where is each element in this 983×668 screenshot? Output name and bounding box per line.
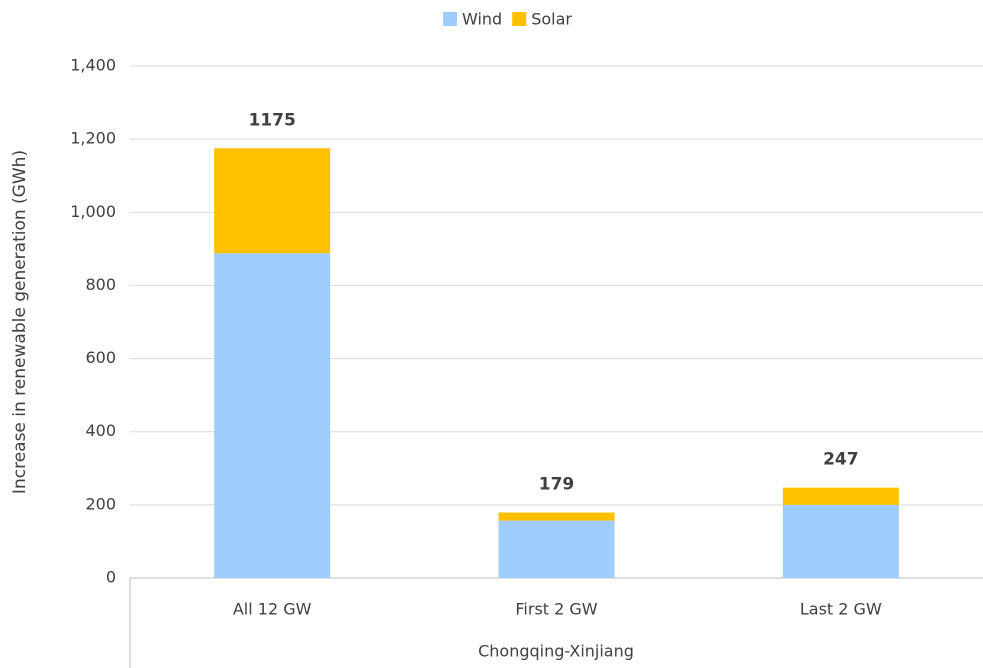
- bar-segment: [782, 487, 899, 505]
- total-label: 247: [823, 450, 859, 470]
- y-tick-label: 400: [85, 421, 116, 440]
- group-label: Chongqing-Xinjiang: [478, 642, 634, 661]
- bar-segment: [498, 512, 615, 521]
- legend-label: Solar: [531, 10, 572, 29]
- y-tick-label: 1,000: [70, 202, 116, 221]
- y-axis-label: Increase in renewable generation (GWh): [10, 150, 30, 494]
- x-tick-label: Last 2 GW: [800, 600, 882, 619]
- x-tick-label: First 2 GW: [515, 600, 597, 619]
- bar-segment: [498, 520, 615, 578]
- total-label: 179: [539, 475, 575, 495]
- legend-swatch: [512, 12, 527, 26]
- y-tick-label: 0: [106, 568, 116, 587]
- y-tick-label: 1,200: [70, 129, 116, 148]
- x-tick-label: All 12 GW: [233, 600, 312, 619]
- bar-segment: [214, 253, 331, 578]
- y-tick-label: 200: [85, 494, 116, 513]
- bar-segment: [214, 148, 331, 254]
- legend-swatch: [443, 12, 457, 26]
- y-tick-label: 800: [85, 275, 116, 294]
- y-tick-label: 1,400: [70, 56, 116, 75]
- legend-label: Wind: [462, 10, 502, 29]
- y-tick-label: 600: [85, 348, 116, 367]
- bar-segment: [782, 504, 899, 578]
- total-label: 1175: [249, 110, 296, 130]
